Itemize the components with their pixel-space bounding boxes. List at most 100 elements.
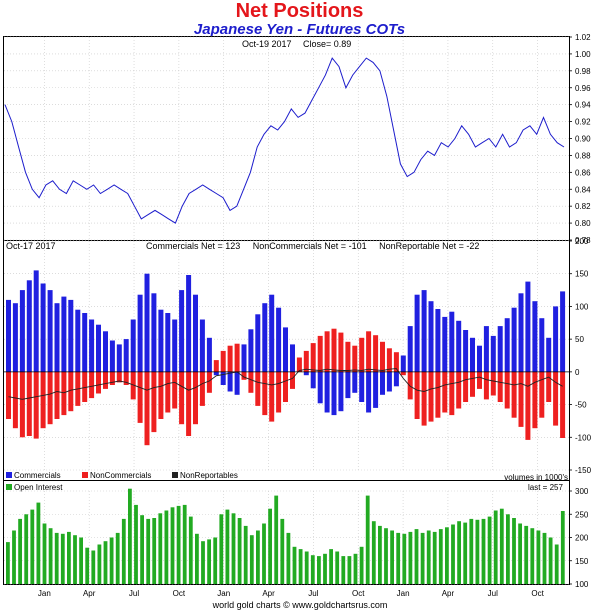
noncommercials-bar — [483, 371, 489, 400]
noncommercials-bar — [269, 371, 275, 422]
open-interest-bar — [335, 551, 340, 584]
commercials-bar — [324, 371, 330, 413]
net-y-tick-label: 100 — [575, 302, 589, 311]
noncommercials-bar — [477, 371, 482, 389]
commercials-bar — [172, 319, 178, 372]
open-interest-bar — [36, 502, 41, 584]
legend-noncommercials-swatch — [82, 472, 88, 478]
open-interest-bar — [6, 542, 10, 584]
noncommercials-bar — [47, 371, 53, 425]
noncommercials-bar — [324, 331, 330, 372]
noncommercials-bar — [220, 350, 226, 372]
open-interest-bar — [420, 532, 425, 584]
commercials-bar — [130, 319, 136, 372]
commercials-bar — [89, 319, 95, 372]
commercials-bar — [463, 330, 469, 372]
commercials-bar — [470, 337, 475, 372]
commercials-bar — [116, 344, 122, 372]
commercials-bar — [269, 294, 275, 372]
open-interest-bar — [347, 556, 352, 584]
x-tick-label: Apr — [262, 589, 275, 598]
open-interest-bar — [256, 530, 260, 584]
open-interest-bar — [506, 514, 510, 585]
noncommercials-bar — [137, 371, 143, 423]
noncommercials-bar — [366, 331, 372, 372]
oi-y-tick-label: 200 — [575, 534, 589, 543]
commercials-bar — [186, 275, 192, 372]
commercials-bar — [525, 281, 531, 372]
commercials-bar — [96, 324, 101, 372]
price-y-tick-label: 0.88 — [575, 151, 591, 160]
oi-y-tick-label: 300 — [575, 487, 589, 496]
noncommercials-bar — [331, 328, 337, 372]
net-y-tick-label: 150 — [575, 270, 589, 279]
open-interest-bar — [310, 555, 315, 584]
open-interest-bar — [201, 541, 205, 584]
open-interest-bar — [292, 546, 297, 584]
chart-title: Net Positions — [235, 0, 364, 22]
noncommercials-bar — [428, 371, 434, 422]
chart-subtitle: Japanese Yen - Futures COTs — [193, 21, 406, 38]
price-y-tick-label: 0.96 — [575, 84, 591, 93]
oi-y-tick-label: 150 — [575, 557, 589, 566]
open-interest-bar — [445, 527, 449, 584]
noncommercials-bar — [421, 371, 427, 426]
noncommercials-bar — [525, 371, 531, 440]
open-interest-bar — [109, 537, 114, 584]
price-y-tick-label: 0.86 — [575, 168, 591, 177]
commercials-bar — [234, 371, 240, 395]
net-y-tick-label: 50 — [575, 335, 584, 344]
open-interest-bar — [323, 553, 327, 584]
noncommercials-bar — [234, 343, 240, 372]
commercials-bar — [407, 326, 413, 372]
open-interest-bar — [560, 511, 565, 584]
noncommercials-bar — [151, 371, 157, 433]
open-interest-bar — [554, 544, 559, 584]
commercials-bar — [151, 293, 157, 372]
open-interest-bar — [207, 539, 211, 584]
open-interest-bar — [487, 516, 492, 584]
open-interest-bar — [451, 524, 455, 584]
noncommercials-bar — [283, 371, 288, 402]
commercials-bar — [442, 316, 448, 372]
noncommercials-bar — [276, 371, 282, 413]
open-interest-bar — [12, 530, 16, 584]
open-interest-bar — [414, 529, 419, 584]
commercials-bar — [6, 299, 11, 372]
noncommercials-bar — [172, 371, 178, 409]
noncommercials-bar — [290, 371, 295, 389]
open-interest-bar — [237, 518, 242, 584]
commercials-bar — [428, 301, 434, 372]
price-y-tick-label: 0.94 — [575, 101, 591, 110]
noncommercials-bar — [206, 371, 212, 393]
commercials-bar — [435, 309, 441, 372]
open-interest-bar — [408, 531, 413, 584]
open-interest-bar — [481, 518, 486, 584]
noncommercials-bar — [553, 371, 559, 426]
commercials-bar — [165, 313, 171, 372]
open-interest-bar — [457, 521, 461, 584]
x-tick-label: Jan — [217, 589, 230, 598]
noncommercials-bar — [400, 371, 406, 376]
noncommercials-bar — [532, 371, 538, 429]
noncommercials-bar — [109, 371, 115, 385]
open-interest-bar — [341, 556, 346, 584]
noncommercials-bar — [54, 371, 60, 419]
commercials-bar — [206, 337, 212, 372]
open-interest-bar — [262, 523, 266, 584]
price-y-tick-label: 0.92 — [575, 118, 591, 127]
open-interest-bar — [512, 518, 516, 584]
open-interest-bar — [103, 541, 108, 584]
legend-open-interest: Open Interest — [14, 483, 63, 492]
open-interest-bar — [518, 523, 522, 584]
commercials-bar — [518, 293, 524, 372]
noncommercials-bar — [560, 371, 566, 438]
noncommercials-bar — [26, 371, 32, 436]
open-interest-bar — [493, 510, 498, 584]
noncommercials-bar — [518, 371, 524, 427]
open-interest-bar — [91, 550, 96, 584]
price-y-tick-label: 1.00 — [575, 50, 591, 59]
nonreportables-line — [8, 368, 563, 400]
open-interest-bar — [432, 531, 437, 584]
noncommercials-bar — [248, 371, 254, 393]
